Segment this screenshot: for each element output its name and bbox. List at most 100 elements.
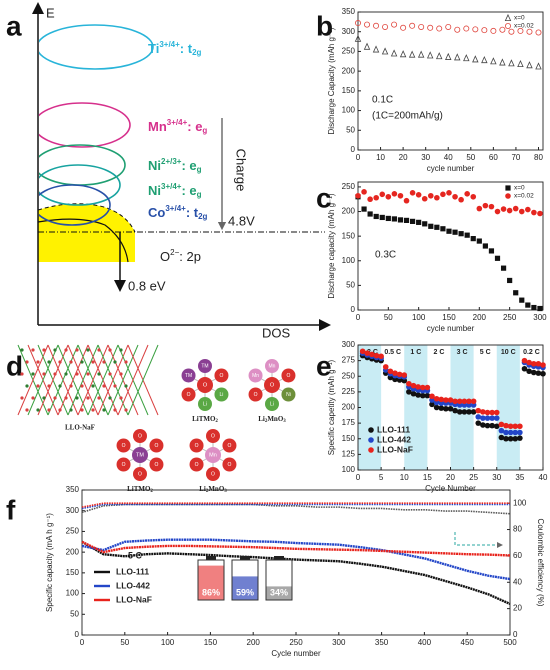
lattice: [17, 344, 159, 416]
point: [490, 57, 497, 65]
gap-label: 0.8 eV: [128, 278, 166, 293]
point: [452, 407, 458, 414]
lattice-label: LLO-NaF: [65, 424, 95, 432]
atom: [149, 457, 164, 472]
point: [517, 59, 524, 68]
point: [369, 351, 375, 358]
point: [372, 45, 380, 53]
point: [493, 409, 500, 416]
rate-label: 1 C: [410, 349, 421, 356]
point: [507, 435, 514, 442]
text-part: Co: [148, 205, 165, 220]
point: [526, 61, 533, 69]
ion: O: [160, 249, 170, 264]
point: [400, 24, 407, 31]
point: [415, 384, 421, 390]
point: [391, 191, 398, 197]
battery-fill: [198, 565, 224, 600]
level-label: Ni3+/4+: eg: [148, 182, 202, 199]
text-part: 2: [215, 419, 218, 424]
atom-label: O: [155, 443, 159, 449]
point: [452, 398, 458, 405]
panel-a: a E DOS Charge 4.8V 0.8 eV O2−: 2p: [6, 2, 331, 340]
y-tick-label: 50: [70, 609, 79, 618]
point: [517, 423, 523, 430]
y-tick-label: 150: [342, 86, 356, 95]
point: [463, 25, 470, 32]
legend-swatch: [368, 447, 374, 453]
lattice-atom: [113, 360, 117, 364]
lattice-atom: [42, 348, 46, 352]
point: [517, 429, 523, 436]
point: [415, 192, 422, 198]
legend-swatch: [504, 13, 512, 21]
lattice-atom: [58, 384, 62, 388]
text-part: MnO: [267, 415, 284, 423]
panel-letter: c: [316, 182, 332, 213]
unit-caption: LiTMO2: [127, 485, 153, 495]
series-line: [81, 540, 511, 557]
point: [434, 224, 440, 230]
point: [498, 427, 505, 434]
lattice-atom: [80, 360, 84, 364]
point: [521, 365, 528, 372]
atom: [181, 387, 196, 402]
axis-label: cycle number: [427, 164, 475, 173]
point: [484, 409, 491, 416]
point: [446, 190, 452, 196]
lattice-atom: [80, 384, 84, 388]
point: [540, 370, 546, 377]
x-tick-label: 35: [515, 473, 524, 482]
point: [476, 205, 483, 212]
point: [379, 214, 385, 221]
y-tick-label: 50: [346, 280, 355, 289]
lattice-atom: [102, 408, 106, 412]
point: [403, 217, 410, 223]
point: [447, 397, 454, 403]
point: [475, 414, 482, 420]
series-line: [81, 540, 511, 606]
legend-label: LLO-111: [116, 566, 149, 576]
lattice-atom: [36, 408, 40, 412]
y-tick-label: 125: [342, 449, 356, 458]
point: [461, 398, 468, 405]
point: [424, 392, 431, 399]
axis-label: Specific capacity (mA h g⁻¹): [45, 513, 54, 612]
chart: c 0 50 100 150 200 250 300 0 50 100 150 200 250 cycle …: [316, 181, 547, 333]
point: [490, 27, 497, 34]
lattice-atom: [91, 384, 95, 388]
atom: [248, 368, 263, 383]
x-tick-label: 50: [466, 153, 475, 162]
x-tick-label: 250: [503, 313, 517, 322]
legend-label: LLO-NaF: [377, 444, 413, 454]
y-tick-label: 250: [342, 47, 356, 56]
x-tick-label: 350: [375, 638, 389, 647]
point: [470, 236, 476, 242]
atom: [222, 438, 237, 453]
point: [445, 23, 452, 30]
atom: [222, 457, 237, 472]
text-part: 2: [265, 419, 268, 424]
x-tick-label: 500: [503, 638, 517, 647]
point: [390, 49, 398, 57]
rate-region: [358, 345, 382, 470]
ni-band: [39, 164, 121, 206]
atom-label: O: [211, 471, 215, 477]
atom: [214, 368, 229, 383]
axis-label: DOS: [262, 325, 291, 340]
point: [507, 277, 513, 284]
point: [494, 208, 501, 215]
axis-label: E: [46, 5, 55, 20]
point: [470, 409, 477, 415]
legend-swatch: [505, 193, 511, 199]
x-tick-label: 10: [376, 153, 385, 162]
o2p-band: [38, 203, 135, 262]
x-tick-label: 300: [533, 313, 547, 322]
point: [401, 372, 408, 378]
point: [481, 27, 488, 34]
battery-cap: [206, 556, 216, 560]
point: [458, 196, 464, 203]
point: [488, 203, 495, 210]
x-tick-label: 200: [247, 638, 261, 647]
atom-label: O: [155, 462, 159, 468]
